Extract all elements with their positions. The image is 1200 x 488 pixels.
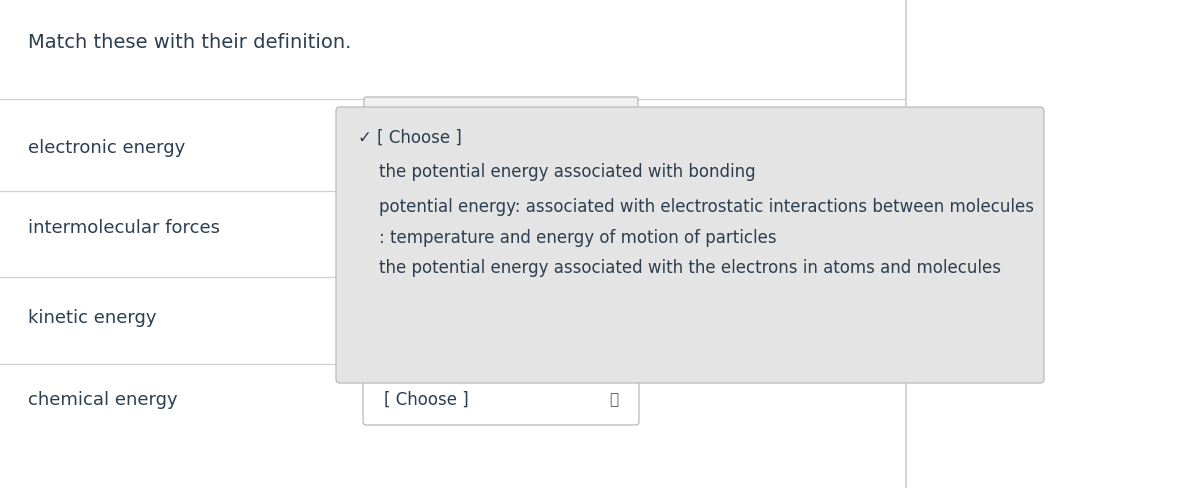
FancyBboxPatch shape bbox=[364, 98, 638, 132]
Text: chemical energy: chemical energy bbox=[28, 390, 178, 408]
FancyBboxPatch shape bbox=[364, 291, 640, 343]
Text: [ Choose ]: [ Choose ] bbox=[384, 390, 469, 408]
Text: ✓ [ Choose ]: ✓ [ Choose ] bbox=[358, 129, 462, 147]
Text: ⤵: ⤵ bbox=[610, 392, 618, 407]
Text: electronic energy: electronic energy bbox=[28, 139, 185, 157]
Text: potential energy: associated with electrostatic interactions between molecules: potential energy: associated with electr… bbox=[358, 198, 1034, 216]
Text: : temperature and energy of motion of particles: : temperature and energy of motion of pa… bbox=[358, 228, 776, 246]
Text: the potential energy associated with the electrons in atoms and molecules: the potential energy associated with the… bbox=[358, 259, 1001, 276]
Text: the potential energy associated with bonding: the potential energy associated with bon… bbox=[358, 163, 756, 181]
Text: kinetic energy: kinetic energy bbox=[28, 308, 156, 326]
Text: ⤵: ⤵ bbox=[610, 310, 618, 325]
Text: intermolecular forces: intermolecular forces bbox=[28, 219, 220, 237]
Text: Match these with their definition.: Match these with their definition. bbox=[28, 32, 352, 51]
Text: [ Choose ]: [ Choose ] bbox=[384, 308, 469, 326]
FancyBboxPatch shape bbox=[364, 373, 640, 425]
FancyBboxPatch shape bbox=[336, 108, 1044, 383]
